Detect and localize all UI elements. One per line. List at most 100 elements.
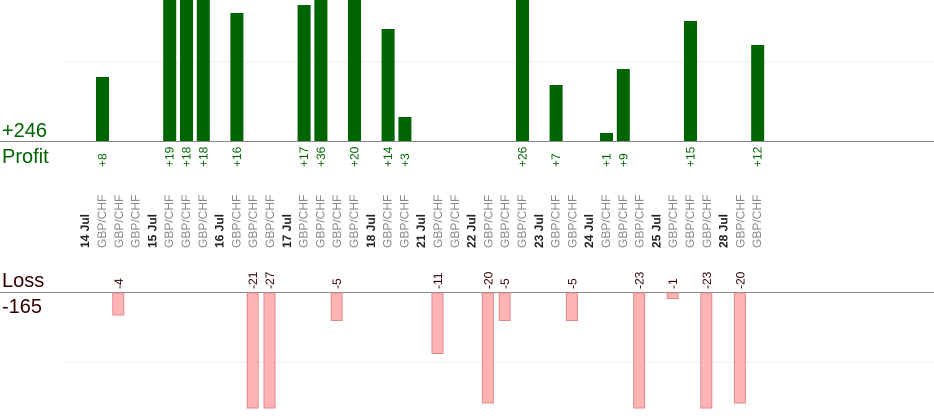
date-label: 24 Jul [582,214,596,248]
profit-bar [180,0,193,141]
instrument-label: GBP/CHF [448,195,462,248]
loss-value-label: -23 [633,271,647,289]
profit-value-label: +3 [398,153,412,167]
profit-value-label: +8 [96,153,110,167]
loss-value-label: -27 [263,271,277,289]
loss-bar [112,292,125,316]
profit-bar [549,85,563,141]
loss-total: -165 [2,296,42,318]
profit-bar [751,45,765,141]
loss-bar [431,292,444,354]
instrument-label: GBP/CHF [381,195,395,248]
instrument-label: GBP/CHF [95,195,109,248]
instrument-label: GBP/CHF [750,195,764,248]
instrument-label: GBP/CHF [162,195,176,248]
loss-bar [481,292,494,404]
instrument-label: GBP/CHF [397,195,411,248]
profit-value-label: +19 [163,146,177,167]
profit-value-label: +36 [314,146,328,167]
instrument-label: GBP/CHF [481,195,495,248]
loss-bar [700,292,713,409]
profit-value-label: +20 [348,146,362,167]
instrument-label: GBP/CHF [246,195,260,248]
date-label: 21 Jul [414,214,428,248]
profit-value-label: +16 [230,146,244,167]
loss-bar [565,292,578,321]
instrument-label: GBP/CHF [196,195,210,248]
loss-value-label: -11 [431,272,445,289]
instrument-label: GBP/CHF [700,195,714,248]
date-label: 17 Jul [280,214,294,248]
x-axis-labels: 14 Jul GBP/CHF GBP/CHF GBP/CHF 15 Jul GBP/CHF… [78,195,764,248]
profit-value-label: +18 [196,146,210,167]
profit-bar [600,133,613,141]
instrument-label: GBP/CHF [313,195,327,248]
profit-bar [616,69,630,141]
instrument-label: GBP/CHF [263,195,277,248]
date-label: 14 Jul [78,214,92,248]
profit-value-label: +17 [297,146,311,167]
loss-value-label: -5 [330,278,344,289]
loss-value-label: -21 [246,271,260,289]
profit-bar [314,0,328,141]
instrument-label: GBP/CHF [666,195,680,248]
loss-value-label: -5 [565,278,579,289]
loss-value-label: -4 [112,278,126,289]
profit-value-label: +9 [616,153,630,167]
profit-bar [348,0,361,141]
instrument-label: GBP/CHF [683,195,697,248]
profit-value-label: +1 [600,153,614,167]
profit-bar [96,77,109,141]
profit-value-label: +15 [684,146,698,167]
instrument-label: GBP/CHF [565,195,579,248]
date-label: 28 Jul [717,214,731,248]
profit-bar [684,21,697,141]
profit-value-label: +7 [549,153,563,167]
instrument-label: GBP/CHF [431,195,445,248]
profit-bar [163,0,177,141]
date-label: 22 Jul [465,214,479,248]
loss-bar [330,292,343,321]
profit-value-label: +12 [751,146,765,167]
date-label: 18 Jul [364,214,378,248]
instrument-label: GBP/CHF [733,195,747,248]
instrument-label: GBP/CHF [633,195,647,248]
profit-bar [381,29,395,141]
profit-value-label: +18 [180,146,194,167]
instrument-label: GBP/CHF [179,195,193,248]
loss-bar [666,292,679,299]
profit-value-label: +26 [516,146,530,167]
instrument-label: GBP/CHF [129,195,143,248]
date-label: 16 Jul [213,214,227,248]
loss-bar [733,292,746,404]
profit-label: Profit [2,146,49,168]
instrument-label: GBP/CHF [599,195,613,248]
instrument-label: GBP/CHF [616,195,630,248]
instrument-label: GBP/CHF [297,195,311,248]
date-label: 25 Jul [649,214,663,248]
bars: +8-4+19 +18 +18 +16-21 -27+17 +36-5+20 +14 +3-1… [96,0,765,409]
instrument-label: GBP/CHF [330,195,344,248]
profit-bar [398,117,412,141]
profit-bar [230,13,244,141]
loss-bar [263,292,276,409]
date-label: 23 Jul [532,214,546,248]
profit-total: +246 [2,120,47,142]
loss-value-label: -23 [700,271,714,289]
profit-bar [297,5,311,141]
profit-bar [196,0,210,141]
instrument-label: GBP/CHF [515,195,529,248]
instrument-label: GBP/CHF [229,195,243,248]
instrument-label: GBP/CHF [498,195,512,248]
loss-value-label: -1 [666,278,680,289]
instrument-label: GBP/CHF [112,195,126,248]
loss-bar [246,292,259,409]
instrument-label: GBP/CHF [347,195,361,248]
loss-label: Loss [2,270,44,292]
loss-bar [498,292,511,321]
loss-bar [633,292,646,409]
profit-value-label: +14 [381,146,395,167]
loss-value-label: -20 [733,271,747,289]
loss-value-label: -20 [481,271,495,289]
